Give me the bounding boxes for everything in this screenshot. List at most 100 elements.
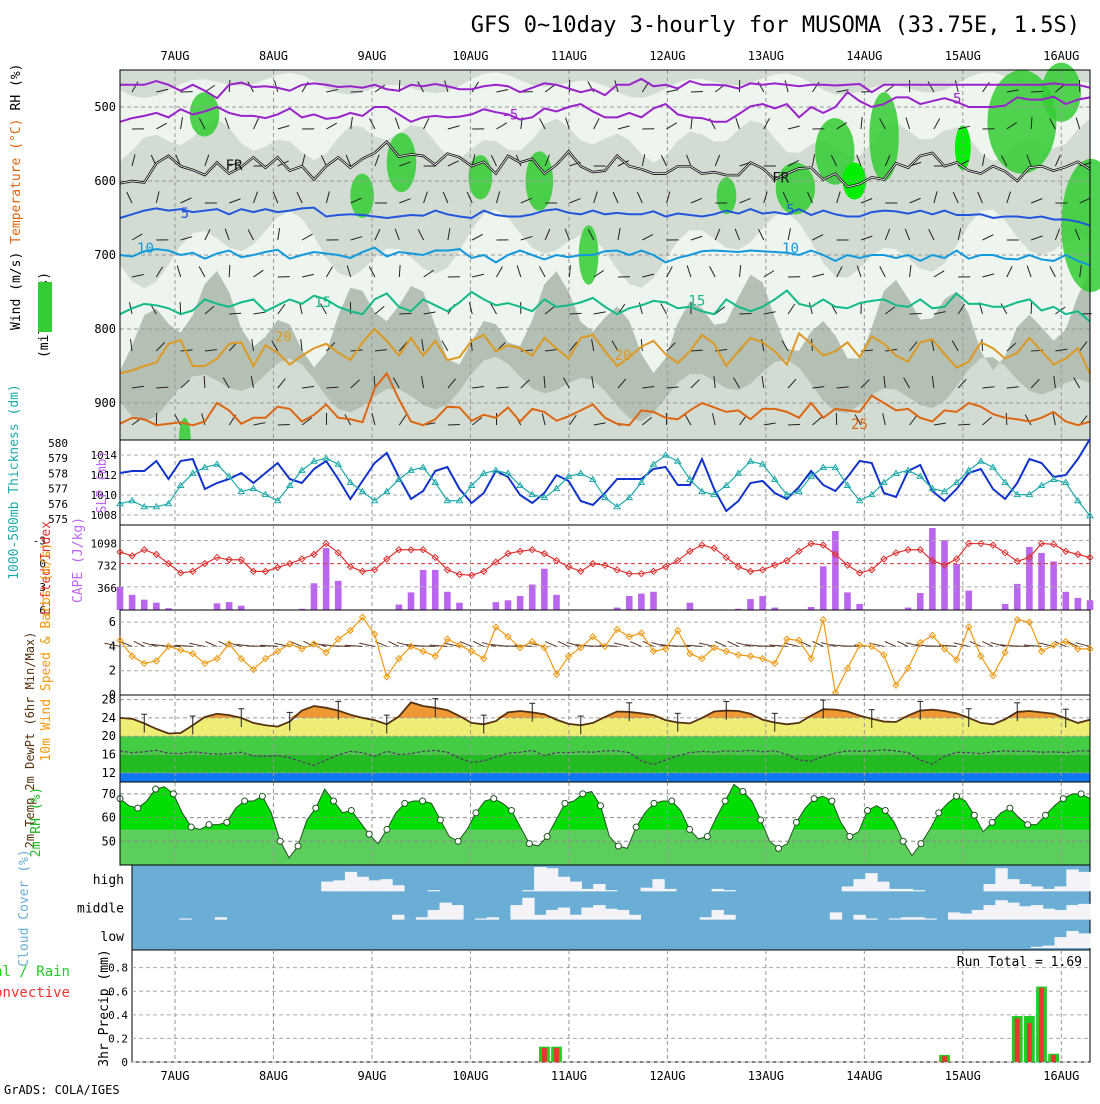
cloud-cell — [1055, 937, 1067, 948]
rh-marker — [704, 834, 710, 840]
cloud-cell — [853, 915, 865, 920]
cloud-cell — [629, 915, 641, 920]
cape-bar — [759, 596, 766, 610]
rh-marker — [562, 800, 568, 806]
cape-bar — [820, 566, 827, 610]
temp-tick-label: 24 — [102, 711, 116, 725]
wind-barb — [788, 424, 800, 425]
cloud-cell — [652, 879, 664, 891]
rh-marker — [776, 845, 782, 851]
cloud-cell — [1043, 889, 1055, 891]
cloud-cell — [416, 917, 428, 919]
wind-barb — [740, 313, 752, 314]
wind-barb — [229, 265, 230, 277]
cloud-cell — [712, 910, 724, 920]
wind-barb — [1011, 646, 1029, 647]
rh-marker — [544, 834, 550, 840]
cape-bar — [153, 603, 160, 610]
cloud-cell — [664, 889, 676, 891]
contour-label: 5 — [181, 206, 189, 222]
cloud-cell — [581, 889, 593, 891]
pressure-tick-label: 500 — [94, 100, 116, 114]
contour-label: 10 — [137, 241, 154, 257]
rh-marker — [473, 810, 479, 816]
cloud-cell — [451, 905, 463, 920]
cape-bar — [844, 592, 851, 610]
cloud-cell — [546, 910, 558, 920]
cloud-cell — [889, 889, 901, 891]
cape-bar — [335, 581, 342, 610]
cape-bar — [1002, 604, 1009, 610]
cape-bar — [1075, 598, 1082, 610]
wind-barb — [982, 339, 983, 351]
cloud-cell — [853, 879, 865, 891]
rh-marker — [811, 796, 817, 802]
rh-marker — [348, 807, 354, 813]
rh-marker — [259, 793, 265, 799]
cloud-cell — [357, 877, 369, 892]
pressure-tick-label: 700 — [94, 248, 116, 262]
cape-bar — [650, 592, 657, 610]
cape-bar — [420, 570, 427, 610]
top-date-label: 9AUG — [358, 49, 387, 63]
thickness-tick-label: 578 — [48, 467, 68, 480]
cape-bar — [432, 570, 439, 610]
cape-bar — [214, 603, 221, 610]
cloud-cell — [487, 917, 499, 919]
temp-band — [120, 736, 1090, 754]
cape-bar — [529, 585, 536, 611]
rh-marker — [455, 838, 461, 844]
cloud-cell — [605, 890, 617, 891]
rh-marker — [598, 803, 604, 809]
rh-marker — [206, 822, 212, 828]
contour-label: 5 — [786, 202, 794, 218]
contour-label: 20 — [615, 348, 632, 364]
cloud-cell — [1031, 947, 1043, 948]
pressure-tick-label: 800 — [94, 322, 116, 336]
cloud-cell — [1078, 904, 1090, 920]
contour-label: 15 — [314, 295, 331, 311]
cape-bar — [941, 540, 948, 610]
cloud-cell — [1055, 886, 1067, 891]
cloud-cell — [440, 903, 452, 920]
rh-marker — [1007, 805, 1013, 811]
cloud-cell — [700, 917, 712, 919]
cape-bar — [965, 591, 972, 610]
rh-marker — [989, 819, 995, 825]
cape-bar — [396, 605, 403, 610]
rh-tick-label: 50 — [102, 834, 116, 848]
rh-marker — [402, 800, 408, 806]
bottom-date-label: 16AUG — [1043, 1069, 1079, 1083]
cloud-cell — [617, 910, 629, 920]
cloud-cell — [901, 917, 913, 919]
cape-bar — [517, 596, 524, 610]
rh-marker — [384, 826, 390, 832]
profile-legend: Wind (m/s)Temperature (°C)RH (%) — [9, 64, 24, 330]
cloud-cell — [428, 890, 440, 891]
cloud-cell — [522, 898, 534, 920]
precip-frame — [132, 950, 1090, 1062]
cape-bar — [493, 602, 500, 610]
profile-legend-item: Temperature (°C) — [9, 118, 24, 243]
cloud-cell — [830, 912, 842, 919]
cloud-cell — [369, 880, 381, 891]
cape-bar — [553, 595, 560, 610]
cloud-cell — [1066, 905, 1078, 920]
temp-band — [120, 755, 1090, 773]
cape-bar — [856, 604, 863, 610]
bottom-date-label: 13AUG — [748, 1069, 784, 1083]
cloud-cell — [1031, 886, 1043, 891]
contour-label: -5 — [945, 91, 962, 107]
cloud-cell — [546, 868, 558, 891]
cape-bar — [323, 548, 330, 610]
rh-marker — [793, 819, 799, 825]
credit-text: GrADS: COLA/IGES — [4, 1083, 120, 1097]
cloud-cell — [865, 918, 877, 919]
cloud-cell — [641, 888, 653, 892]
rh-marker — [615, 843, 621, 849]
top-date-label: 15AUG — [945, 49, 981, 63]
wind-tick-label: 4 — [109, 639, 116, 653]
wind-tick-label: 2 — [109, 664, 116, 678]
